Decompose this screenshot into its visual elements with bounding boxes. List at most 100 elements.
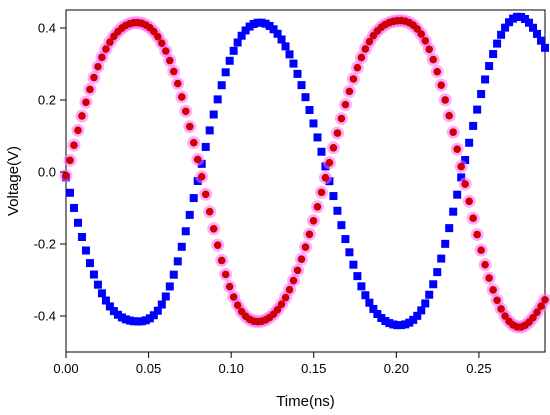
series-1-point-9 — [97, 289, 106, 298]
series-2-halo — [59, 14, 550, 334]
series-2-point-25 — [161, 47, 170, 55]
axis-layer: 0.00 0.05 0.10 0.15 0.20 0.25 -0.4 -0.2 0.0 0.2 0.… — [34, 21, 492, 377]
x-axis-title: Time(ns) — [276, 393, 335, 410]
series-2-point-0 — [62, 171, 70, 180]
series-1-point-52 — [269, 25, 278, 34]
series-1-point-96 — [445, 224, 454, 233]
series-1-point-30 — [181, 227, 190, 236]
series-2-point-33 — [193, 155, 202, 164]
series-2-point-108 — [493, 296, 501, 305]
series-1-point-75 — [361, 291, 370, 300]
series-2-point-54 — [277, 300, 286, 308]
plot-area — [65, 9, 546, 353]
series-1-point-6 — [85, 259, 94, 268]
series-2-point-40 — [221, 270, 230, 279]
series-layer — [59, 12, 550, 334]
series-1-point-32 — [189, 194, 198, 203]
series-1-point-44 — [237, 31, 246, 40]
series-1-point-76 — [365, 298, 374, 307]
series-1-point-87 — [409, 315, 418, 324]
series-1-point-8 — [93, 280, 102, 289]
series-1-point-53 — [273, 29, 282, 38]
series-1-point-22 — [149, 311, 158, 320]
series-2-point-37 — [209, 225, 218, 233]
series-1-point-110 — [501, 23, 510, 32]
x-tick-label-5: 0.25 — [466, 361, 491, 376]
plot-frame — [65, 9, 546, 353]
series-1-point-98 — [453, 190, 462, 199]
series-1-point-94 — [437, 254, 446, 263]
series-1-point-57 — [289, 59, 298, 68]
series-2-point-91 — [425, 45, 434, 54]
series-2-point-90 — [421, 37, 430, 45]
series-2-point-55 — [281, 293, 290, 302]
series-2-point-65 — [321, 173, 330, 182]
series-1-point-74 — [357, 282, 366, 291]
series-2-point-58 — [293, 266, 302, 275]
series-1-point-105 — [481, 75, 490, 84]
series-1-point-41 — [225, 56, 234, 65]
series-2 — [59, 14, 550, 334]
series-1-point-62 — [309, 119, 318, 128]
series-2-point-99 — [457, 162, 465, 171]
series-2-point-75 — [361, 45, 370, 53]
series-2-point-27 — [169, 67, 178, 76]
series-2-point-120 — [541, 296, 549, 304]
series-1 — [62, 12, 549, 330]
series-2-point-35 — [201, 190, 210, 199]
series-2-point-6 — [86, 85, 94, 94]
series-2-point-105 — [481, 260, 489, 269]
series-1-point-93 — [433, 268, 442, 277]
series-1-point-116 — [525, 18, 534, 27]
series-2-point-24 — [158, 39, 166, 47]
series-1-point-39 — [217, 81, 226, 90]
series-2-point-109 — [497, 305, 505, 313]
series-2-point-89 — [417, 30, 426, 38]
series-1-point-59 — [297, 81, 306, 90]
series-1-point-4 — [77, 233, 86, 242]
series-1-point-3 — [73, 218, 82, 227]
series-2-point-31 — [185, 122, 194, 131]
series-1-point-109 — [497, 30, 506, 39]
series-2-point-117 — [529, 313, 537, 322]
series-2-point-67 — [329, 143, 338, 152]
series-1-point-56 — [285, 50, 294, 59]
series-1-point-54 — [277, 35, 286, 44]
series-2-point-5 — [82, 98, 90, 107]
series-1-point-106 — [485, 62, 494, 71]
series-1-point-92 — [429, 280, 438, 289]
series-1-point-28 — [173, 257, 182, 266]
y-axis-title: Voltage(V) — [5, 146, 22, 216]
series-2-point-4 — [78, 112, 86, 120]
series-1-point-91 — [425, 290, 434, 299]
series-1-point-70 — [341, 235, 350, 244]
series-1-point-38 — [213, 95, 222, 104]
series-1-point-72 — [349, 260, 358, 269]
series-1-point-90 — [421, 299, 430, 308]
series-2-point-64 — [317, 188, 326, 197]
series-2-point-57 — [289, 276, 298, 285]
series-2-point-32 — [189, 138, 198, 147]
series-1-point-27 — [169, 270, 178, 279]
series-1-point-60 — [301, 93, 310, 102]
y-tick-label-2: 0.0 — [38, 165, 56, 180]
series-1-point-68 — [333, 206, 342, 215]
series-1-point-1 — [65, 188, 74, 197]
series-2-point-107 — [489, 286, 497, 294]
series-1-point-5 — [81, 246, 90, 255]
series-2-point-70 — [341, 100, 350, 109]
series-2-point-68 — [333, 129, 342, 137]
series-1-point-73 — [353, 272, 362, 281]
series-1-point-11 — [105, 302, 114, 311]
series-2-point-102 — [469, 214, 477, 223]
series-1-point-103 — [473, 105, 482, 114]
series-2-point-104 — [477, 246, 485, 254]
series-2-point-3 — [74, 126, 82, 135]
series-2-point-2 — [70, 141, 78, 149]
series-2-point-95 — [441, 96, 450, 104]
series-2-point-62 — [309, 216, 318, 225]
series-1-point-2 — [69, 203, 78, 212]
series-2-point-71 — [345, 87, 354, 96]
